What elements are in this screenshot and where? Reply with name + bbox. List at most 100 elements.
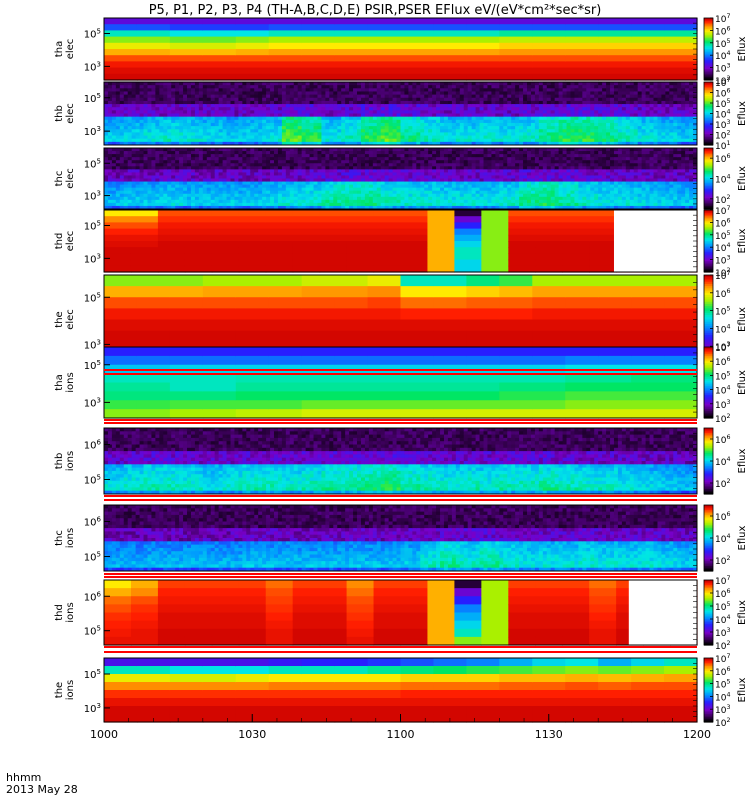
heatmap-cell [480, 85, 484, 89]
heatmap-cell [377, 88, 381, 92]
heatmap-cell [586, 117, 590, 121]
heatmap-cell [586, 129, 590, 133]
heatmap-cell [227, 179, 231, 183]
heatmap-cell [128, 191, 132, 195]
heatmap-cell [480, 123, 484, 127]
heatmap-cell [128, 95, 132, 99]
heatmap-cell [416, 120, 420, 124]
heatmap-cell [563, 129, 567, 133]
heatmap-cell [464, 120, 468, 124]
heatmap-cell [191, 85, 195, 89]
heatmap-cell [302, 24, 336, 31]
heatmap-cell [626, 123, 630, 127]
heatmap-cell [298, 197, 302, 201]
heatmap-cell [634, 104, 638, 108]
heatmap-cell [270, 160, 274, 164]
heatmap-cell [179, 110, 183, 114]
heatmap-cell [203, 18, 237, 25]
heatmap-cell [132, 188, 136, 192]
heatmap-cell [586, 101, 590, 105]
heatmap-cell [278, 154, 282, 158]
heatmap-cell [369, 88, 373, 92]
heatmap-cell [116, 160, 120, 164]
heatmap-cell [499, 107, 503, 111]
heatmap-cell [211, 117, 215, 121]
heatmap-cell [669, 101, 673, 105]
heatmap-cell [104, 166, 108, 170]
heatmap-cell [567, 107, 571, 111]
heatmap-cell [290, 110, 294, 114]
heatmap-cell [484, 126, 488, 130]
heatmap-cell [120, 91, 124, 95]
heatmap-cell [179, 197, 183, 201]
heatmap-cell [223, 169, 227, 173]
heatmap-cell [357, 179, 361, 183]
heatmap-cell [606, 88, 610, 92]
heatmap-cell [333, 194, 337, 198]
heatmap-cell [302, 37, 336, 44]
heatmap-cell [368, 61, 402, 68]
heatmap-cell [531, 98, 535, 102]
heatmap-cell [270, 107, 274, 111]
heatmap-cell [361, 129, 365, 133]
heatmap-cell [266, 154, 270, 158]
heatmap-cell [341, 182, 345, 186]
heatmap-cell [250, 120, 254, 124]
heatmap-cell [294, 104, 298, 108]
heatmap-cell [472, 107, 476, 111]
heatmap-cell [203, 185, 207, 189]
heatmap-cell [574, 88, 578, 92]
heatmap-cell [480, 88, 484, 92]
heatmap-cell [124, 151, 128, 155]
heatmap-cell [381, 188, 385, 192]
heatmap-cell [294, 166, 298, 170]
heatmap-cell [408, 85, 412, 89]
heatmap-cell [278, 160, 282, 164]
heatmap-cell [432, 129, 436, 133]
heatmap-cell [155, 188, 159, 192]
heatmap-cell [393, 172, 397, 176]
heatmap-cell [689, 98, 693, 102]
heatmap-cell [484, 114, 488, 118]
heatmap-cell [381, 95, 385, 99]
heatmap-cell [519, 123, 523, 127]
heatmap-cell [290, 151, 294, 155]
heatmap-cell [147, 175, 151, 179]
heatmap-cell [136, 95, 140, 99]
heatmap-cell [353, 117, 357, 121]
heatmap-cell [306, 136, 310, 140]
heatmap-cell [369, 95, 373, 99]
heatmap-cell [144, 179, 148, 183]
heatmap-cell [215, 148, 219, 152]
heatmap-cell [179, 120, 183, 124]
heatmap-cell [337, 194, 341, 198]
heatmap-cell [116, 132, 120, 136]
heatmap-cell [345, 126, 349, 130]
heatmap-cell [215, 157, 219, 161]
heatmap-cell [630, 104, 634, 108]
heatmap-cell [428, 85, 432, 89]
heatmap-cell [373, 82, 377, 86]
heatmap-cell [199, 203, 203, 207]
heatmap-cell [215, 203, 219, 207]
heatmap-cell [393, 182, 397, 186]
heatmap-cell [555, 101, 559, 105]
heatmap-cell [598, 95, 602, 99]
heatmap-cell [654, 139, 658, 143]
heatmap-cell [242, 129, 246, 133]
heatmap-cell [104, 203, 108, 207]
heatmap-cell [199, 197, 203, 201]
heatmap-cell [207, 197, 211, 201]
heatmap-cell [531, 139, 535, 143]
heatmap-cell [393, 157, 397, 161]
heatmap-cell [622, 91, 626, 95]
heatmap-cell [337, 169, 341, 173]
heatmap-cell [393, 82, 397, 86]
heatmap-cell [306, 185, 310, 189]
heatmap-cell [120, 154, 124, 158]
heatmap-cell [140, 82, 144, 86]
heatmap-cell [302, 61, 336, 68]
heatmap-cell [306, 132, 310, 136]
heatmap-cell [163, 114, 167, 118]
heatmap-cell [539, 82, 543, 86]
